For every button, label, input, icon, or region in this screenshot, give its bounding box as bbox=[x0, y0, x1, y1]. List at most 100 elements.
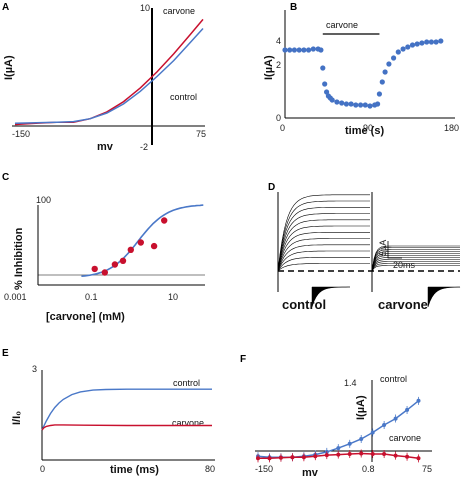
panel-e-ylabel: I/I₀ bbox=[11, 411, 23, 425]
panel-c-point bbox=[91, 265, 98, 273]
panel-d-letter: D bbox=[268, 182, 275, 193]
panel-b-ylabel: I(µA) bbox=[263, 55, 275, 80]
panel-b-carvone-label: carvone bbox=[326, 20, 358, 30]
panel-f-control-label: control bbox=[380, 374, 407, 384]
panel-f-point-carvone bbox=[347, 452, 352, 456]
panel-b-point bbox=[386, 61, 392, 67]
panel-c-point bbox=[137, 239, 144, 246]
panel-a-xtick-right: 75 bbox=[196, 129, 206, 139]
panel-c-point bbox=[161, 217, 168, 224]
panel-b-point bbox=[324, 89, 330, 95]
panel-f-point-control bbox=[405, 407, 410, 412]
panel-f-point-carvone bbox=[336, 452, 341, 457]
panel-d-trace-carvone bbox=[371, 263, 460, 272]
panel-b-point bbox=[409, 42, 416, 48]
panel-d-scale-y-label: 5µA bbox=[378, 240, 388, 256]
panel-b-point bbox=[358, 102, 364, 108]
panel-f-letter: F bbox=[240, 354, 246, 365]
panel-d-trace-carvone bbox=[371, 245, 460, 272]
panel-f-point-control bbox=[347, 441, 352, 446]
panel-c-xlabel: [carvone] (mM) bbox=[46, 311, 125, 323]
panel-d-trace-control bbox=[277, 194, 370, 272]
panel-b-point bbox=[287, 47, 293, 53]
panel-b-point bbox=[367, 103, 373, 109]
panel-a-ytick-top: 10 bbox=[140, 3, 150, 13]
panel-d-tail-carvone bbox=[427, 286, 461, 308]
panel-c-xtick-0001: 0.001 bbox=[4, 292, 27, 302]
panel-d-trace-control bbox=[277, 207, 370, 272]
panel-f-point-carvone bbox=[290, 455, 295, 460]
panel-b-ytick-4: 4 bbox=[276, 36, 281, 46]
panel-b-point bbox=[310, 46, 316, 52]
panel-b-xtick-90: 90 bbox=[363, 123, 373, 133]
panel-f-point-carvone bbox=[301, 455, 306, 460]
panel-b-point bbox=[291, 47, 297, 53]
panel-f-xtick-left: -150 bbox=[255, 464, 273, 474]
panel-f-point-carvone bbox=[278, 455, 283, 460]
panel-d-trace-control bbox=[277, 232, 370, 272]
panel-b-point bbox=[375, 101, 381, 107]
panel-b-point bbox=[379, 79, 385, 85]
panel-d-trace-carvone bbox=[371, 251, 460, 272]
panel-b-ytick-2: 2 bbox=[276, 60, 281, 70]
panel-f-point-carvone bbox=[267, 456, 272, 461]
panel-e-carvone-label: carvone bbox=[172, 418, 204, 428]
panel-f-point-control bbox=[393, 416, 398, 421]
panel-f-ytick-bottom: 0.8 bbox=[362, 464, 375, 474]
panel-d-trace-control bbox=[277, 263, 370, 272]
panel-c-point bbox=[127, 246, 134, 253]
panel-f-point-carvone bbox=[370, 452, 375, 456]
panel-b-point bbox=[428, 39, 434, 45]
panel-b-xlabel: time (s) bbox=[345, 125, 384, 137]
panel-f-point-carvone bbox=[359, 451, 364, 456]
panel-b-point bbox=[329, 97, 335, 103]
panel-d-control-label: control bbox=[282, 297, 326, 312]
panel-f-point-control bbox=[336, 446, 341, 451]
panel-b-point bbox=[339, 100, 345, 106]
panel-d-scale-bar bbox=[387, 241, 402, 259]
panel-e-ytick-3: 3 bbox=[32, 364, 37, 374]
panel-a-legend-carvone: carvone bbox=[163, 6, 195, 16]
panel-e-line-control bbox=[41, 388, 212, 431]
panel-b-point bbox=[362, 102, 368, 108]
panel-d-carvone-label: carvone bbox=[378, 297, 428, 312]
panel-b-point bbox=[433, 39, 439, 45]
panel-f-point-carvone bbox=[382, 452, 387, 456]
panel-f-carvone-label: carvone bbox=[389, 433, 421, 443]
panel-c-letter: C bbox=[2, 172, 9, 183]
panel-d-trace-control bbox=[277, 200, 370, 272]
panel-d-trace-carvone bbox=[371, 257, 460, 272]
panel-f-xtick-right: 75 bbox=[422, 464, 432, 474]
panel-b-point bbox=[395, 49, 401, 55]
panel-f-ytick-top: 1.4 bbox=[344, 378, 357, 388]
panel-a-ytick-bottom: -2 bbox=[140, 142, 148, 152]
panel-a-line-carvone bbox=[14, 18, 204, 126]
panel-b-point bbox=[414, 41, 420, 47]
panel-b-point bbox=[376, 91, 382, 97]
panel-b-point bbox=[405, 44, 411, 50]
panel-b-point bbox=[301, 47, 307, 53]
panel-e-xlabel: time (ms) bbox=[110, 464, 159, 476]
panel-b-point bbox=[296, 47, 302, 53]
panel-b-point bbox=[343, 101, 349, 107]
panel-f-point-control bbox=[416, 398, 421, 403]
panel-f-xlabel: mv bbox=[302, 467, 319, 479]
panel-b-letter: B bbox=[290, 2, 297, 13]
panel-c-point bbox=[101, 269, 109, 276]
panel-d-trace-carvone bbox=[371, 255, 460, 272]
panel-e-line-carvone bbox=[41, 424, 212, 431]
panel-d-tail-control bbox=[311, 286, 350, 308]
panel-b-point bbox=[320, 65, 326, 71]
panel-c-ytick-100: 100 bbox=[36, 195, 51, 205]
panel-f-point-carvone bbox=[313, 454, 318, 459]
panel-d-traces: 5µA 20ms control carvone bbox=[277, 192, 461, 312]
panel-d-trace-control bbox=[277, 257, 370, 272]
panel-d-trace-carvone bbox=[371, 253, 460, 272]
panel-d-trace-carvone bbox=[371, 259, 460, 272]
panel-d-trace-control bbox=[277, 213, 370, 272]
panel-b-xtick-180: 180 bbox=[444, 123, 459, 133]
panel-b-point bbox=[419, 40, 425, 46]
panel-f-point-control bbox=[359, 437, 364, 441]
panel-b-point bbox=[391, 55, 397, 61]
